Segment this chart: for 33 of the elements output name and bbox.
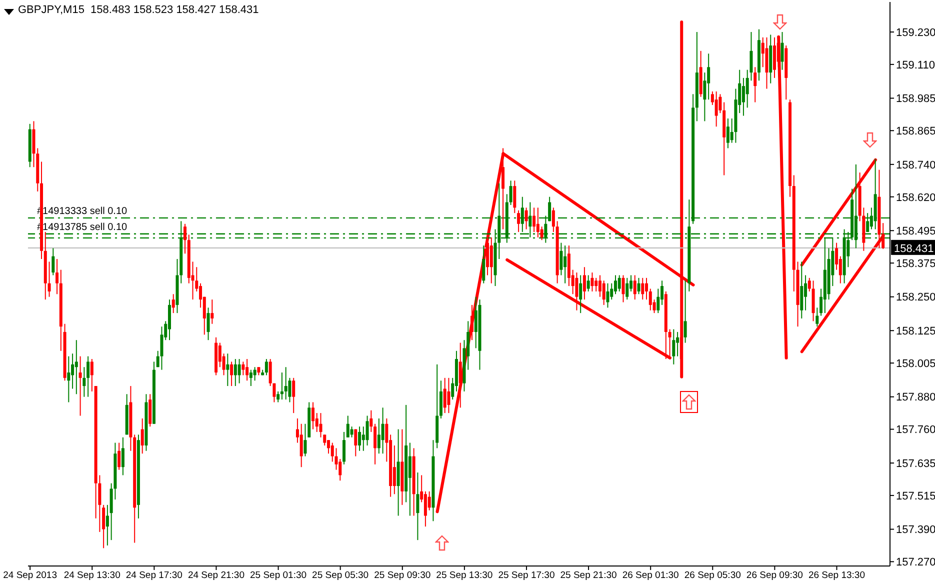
y-tick-label: 157.515 — [896, 490, 935, 502]
y-tick-label: 158.125 — [896, 326, 935, 338]
y-tick-label: 159.230 — [896, 26, 935, 39]
x-tick-label: 25 Sep 21:30 — [560, 570, 617, 581]
x-tick-label: 24 Sep 21:30 — [188, 570, 244, 581]
x-tick-label: 26 Sep 01:30 — [622, 570, 679, 581]
y-tick-label: 157.390 — [896, 524, 935, 536]
y-tick-label: 158.250 — [896, 292, 935, 304]
y-tick-label: 157.270 — [896, 556, 935, 569]
x-tick-label: 24 Sep 17:30 — [126, 570, 182, 581]
y-tick-label: 158.740 — [896, 159, 935, 172]
x-tick-label: 26 Sep 13:30 — [808, 570, 866, 581]
x-tick-label: 24 Sep 2013 — [3, 570, 58, 581]
y-tick-label: 158.620 — [896, 192, 935, 204]
ref-line-label: 158.431 — [894, 242, 934, 255]
y-tick-label: 157.880 — [896, 392, 935, 404]
chart-title: GBPJPY,M15 158.483 158.523 158.427 158.431 — [18, 4, 259, 16]
x-tick-label: 26 Sep 05:30 — [684, 570, 741, 581]
y-tick-label: 158.985 — [896, 93, 935, 106]
x-tick-label: 25 Sep 17:30 — [498, 570, 555, 581]
y-tick-label: 158.005 — [896, 358, 935, 370]
x-tick-label: 26 Sep 09:30 — [746, 570, 803, 581]
y-tick-label: 157.760 — [896, 424, 935, 436]
x-tick-label: 25 Sep 05:30 — [312, 570, 369, 581]
y-tick-label: 158.495 — [896, 226, 935, 238]
x-tick-label: 24 Sep 13:30 — [64, 570, 120, 581]
y-tick-label: 159.110 — [896, 59, 935, 72]
x-tick-label: 25 Sep 09:30 — [374, 570, 431, 581]
y-tick-label: 157.635 — [896, 458, 935, 470]
y-tick-label: 158.375 — [896, 258, 935, 270]
y-tick-label: 158.865 — [896, 126, 935, 138]
x-tick-label: 25 Sep 01:30 — [250, 570, 307, 581]
x-tick-label: 25 Sep 13:30 — [436, 570, 493, 581]
